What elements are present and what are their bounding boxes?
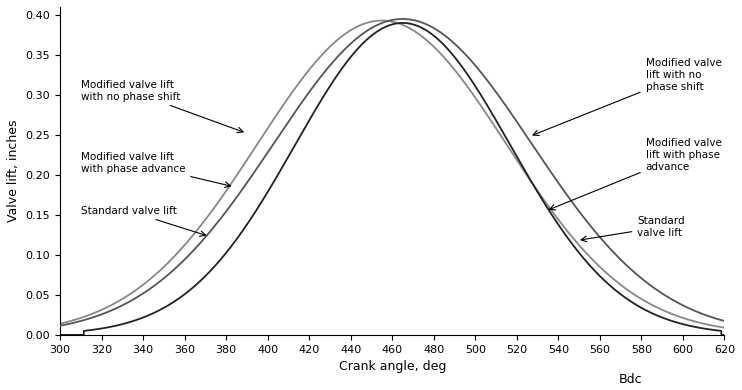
Text: Modified valve
lift with phase
advance: Modified valve lift with phase advance (550, 138, 721, 210)
Text: Bdc: Bdc (620, 373, 643, 386)
Y-axis label: Valve lift, inches: Valve lift, inches (7, 120, 20, 222)
Text: Standard
valve lift: Standard valve lift (581, 216, 685, 242)
Text: Modified valve lift
with phase advance: Modified valve lift with phase advance (81, 152, 231, 188)
X-axis label: Crank angle, deg: Crank angle, deg (338, 360, 446, 373)
Text: Standard valve lift: Standard valve lift (81, 206, 206, 236)
Text: Modified valve lift
with no phase shift: Modified valve lift with no phase shift (81, 80, 243, 133)
Text: Modified valve
lift with no
phase shift: Modified valve lift with no phase shift (533, 58, 721, 136)
